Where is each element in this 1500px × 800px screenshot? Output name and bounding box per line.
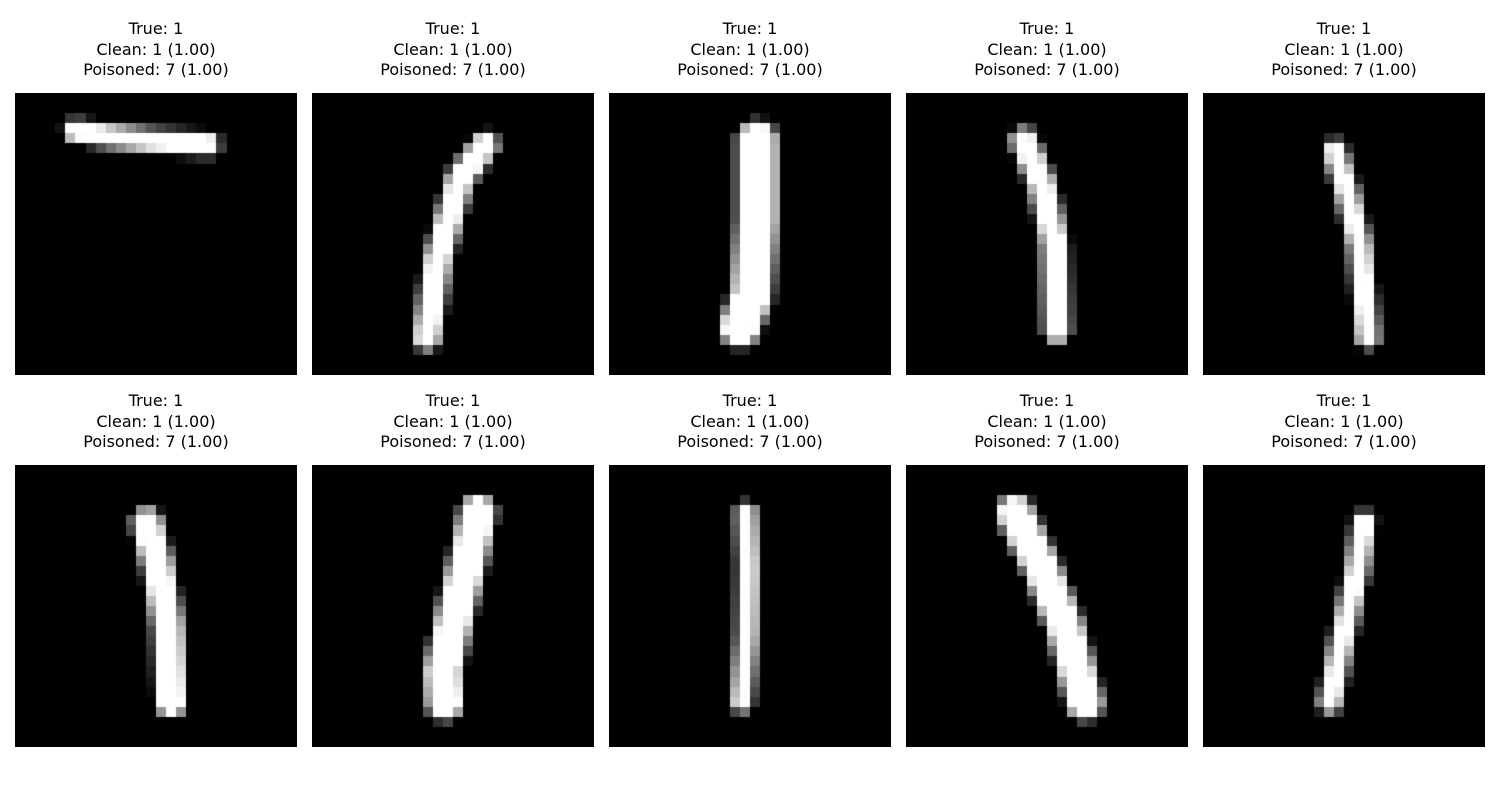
digit-panel: True: 1 Clean: 1 (1.00) Poisoned: 7 (1.00) xyxy=(1203,19,1485,375)
poisoned-prediction-label: Poisoned: 7 (1.00) xyxy=(380,432,526,451)
digit-image xyxy=(312,93,594,375)
clean-prediction-label: Clean: 1 (1.00) xyxy=(987,39,1107,59)
true-label: True: 1 xyxy=(128,19,184,38)
digit-panel: True: 1 Clean: 1 (1.00) Poisoned: 7 (1.00) xyxy=(1203,391,1485,747)
clean-prediction-label: Clean: 1 (1.00) xyxy=(1284,411,1404,431)
true-label: True: 1 xyxy=(128,391,184,410)
panel-title: True: 1 Clean: 1 (1.00) Poisoned: 7 (1.00) xyxy=(15,19,297,81)
digit-image xyxy=(1203,465,1485,747)
true-label: True: 1 xyxy=(1019,19,1075,38)
digit-image xyxy=(15,465,297,747)
panel-title: True: 1 Clean: 1 (1.00) Poisoned: 7 (1.00) xyxy=(906,19,1188,81)
poisoned-prediction-label: Poisoned: 7 (1.00) xyxy=(677,60,823,79)
true-label: True: 1 xyxy=(425,19,481,38)
digit-image xyxy=(15,93,297,375)
panel-title: True: 1 Clean: 1 (1.00) Poisoned: 7 (1.00) xyxy=(609,19,891,81)
digit-panel: True: 1 Clean: 1 (1.00) Poisoned: 7 (1.00) xyxy=(609,19,891,375)
clean-prediction-label: Clean: 1 (1.00) xyxy=(690,411,810,431)
poisoned-prediction-label: Poisoned: 7 (1.00) xyxy=(83,432,229,451)
panel-title: True: 1 Clean: 1 (1.00) Poisoned: 7 (1.00) xyxy=(906,391,1188,453)
digit-panel: True: 1 Clean: 1 (1.00) Poisoned: 7 (1.00) xyxy=(15,391,297,747)
clean-prediction-label: Clean: 1 (1.00) xyxy=(987,411,1107,431)
poisoned-prediction-label: Poisoned: 7 (1.00) xyxy=(1271,432,1417,451)
poisoned-prediction-label: Poisoned: 7 (1.00) xyxy=(974,60,1120,79)
true-label: True: 1 xyxy=(722,391,778,410)
true-label: True: 1 xyxy=(1019,391,1075,410)
panel-title: True: 1 Clean: 1 (1.00) Poisoned: 7 (1.00) xyxy=(312,391,594,453)
panel-title: True: 1 Clean: 1 (1.00) Poisoned: 7 (1.00) xyxy=(312,19,594,81)
clean-prediction-label: Clean: 1 (1.00) xyxy=(690,39,810,59)
true-label: True: 1 xyxy=(1316,19,1372,38)
digit-image xyxy=(906,465,1188,747)
digit-image xyxy=(906,93,1188,375)
poisoned-prediction-label: Poisoned: 7 (1.00) xyxy=(677,432,823,451)
digit-panel: True: 1 Clean: 1 (1.00) Poisoned: 7 (1.00) xyxy=(906,19,1188,375)
clean-prediction-label: Clean: 1 (1.00) xyxy=(393,411,513,431)
true-label: True: 1 xyxy=(425,391,481,410)
digit-panel: True: 1 Clean: 1 (1.00) Poisoned: 7 (1.00) xyxy=(312,19,594,375)
digit-image xyxy=(312,465,594,747)
panel-title: True: 1 Clean: 1 (1.00) Poisoned: 7 (1.00) xyxy=(609,391,891,453)
poisoned-prediction-label: Poisoned: 7 (1.00) xyxy=(380,60,526,79)
digit-panel: True: 1 Clean: 1 (1.00) Poisoned: 7 (1.00) xyxy=(312,391,594,747)
digit-image xyxy=(609,93,891,375)
poisoned-prediction-label: Poisoned: 7 (1.00) xyxy=(974,432,1120,451)
digit-image xyxy=(609,465,891,747)
poisoned-prediction-label: Poisoned: 7 (1.00) xyxy=(1271,60,1417,79)
digit-panel: True: 1 Clean: 1 (1.00) Poisoned: 7 (1.00) xyxy=(609,391,891,747)
digit-image xyxy=(1203,93,1485,375)
panel-title: True: 1 Clean: 1 (1.00) Poisoned: 7 (1.00) xyxy=(1203,391,1485,453)
clean-prediction-label: Clean: 1 (1.00) xyxy=(96,39,216,59)
panel-title: True: 1 Clean: 1 (1.00) Poisoned: 7 (1.00) xyxy=(1203,19,1485,81)
clean-prediction-label: Clean: 1 (1.00) xyxy=(393,39,513,59)
digit-panel: True: 1 Clean: 1 (1.00) Poisoned: 7 (1.00) xyxy=(15,19,297,375)
true-label: True: 1 xyxy=(1316,391,1372,410)
clean-prediction-label: Clean: 1 (1.00) xyxy=(96,411,216,431)
poisoned-prediction-label: Poisoned: 7 (1.00) xyxy=(83,60,229,79)
clean-prediction-label: Clean: 1 (1.00) xyxy=(1284,39,1404,59)
panel-title: True: 1 Clean: 1 (1.00) Poisoned: 7 (1.00) xyxy=(15,391,297,453)
digit-panel: True: 1 Clean: 1 (1.00) Poisoned: 7 (1.00) xyxy=(906,391,1188,747)
true-label: True: 1 xyxy=(722,19,778,38)
